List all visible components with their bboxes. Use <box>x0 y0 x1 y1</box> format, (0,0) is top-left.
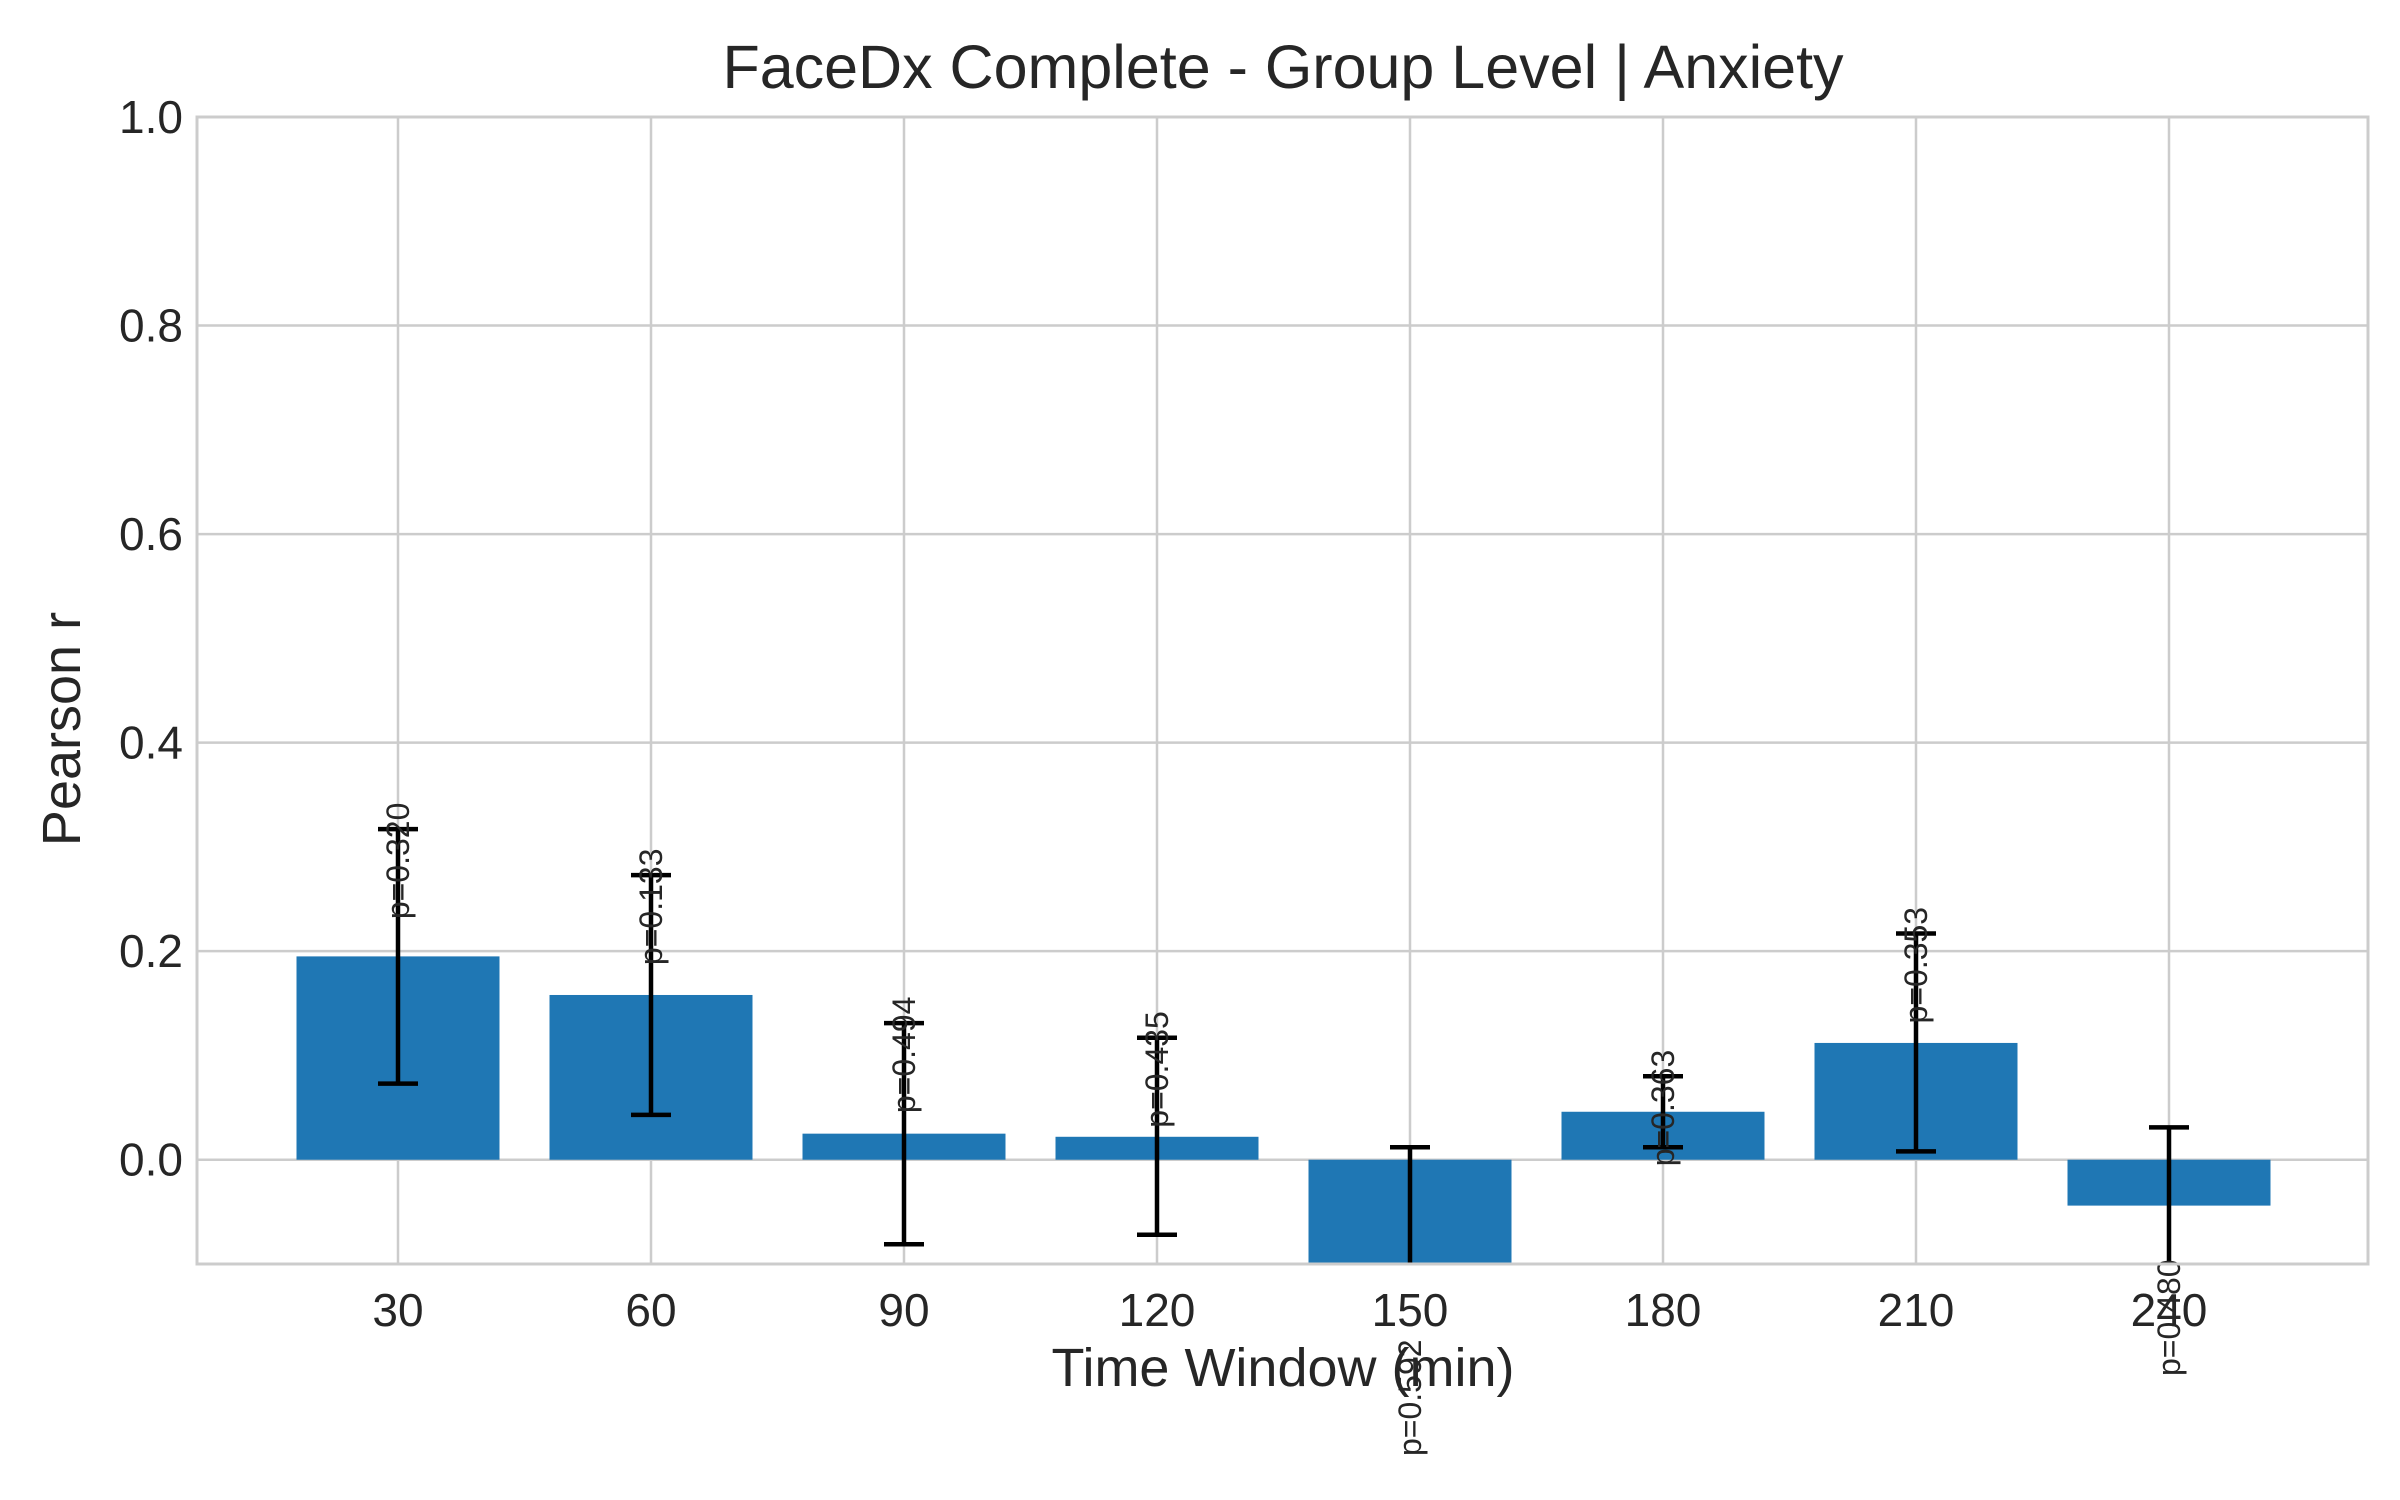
p-value-label: p=0.353 <box>1898 907 1934 1024</box>
y-axis-label: Pearson r <box>32 612 92 846</box>
p-value-label: p=0.494 <box>886 997 922 1114</box>
p-value-label: p=0.435 <box>1139 1011 1175 1128</box>
x-tick-label: 180 <box>1625 1284 1702 1336</box>
p-value-label: p=0.592 <box>1392 1339 1428 1456</box>
x-tick-label: 30 <box>372 1284 423 1336</box>
error-bar-layer <box>378 826 2189 1264</box>
x-tick-label: 150 <box>1372 1284 1449 1336</box>
x-tick-label: 210 <box>1878 1284 1955 1336</box>
y-tick-label: 0.6 <box>119 508 183 560</box>
plot-frame <box>195 115 2370 1266</box>
x-tick-label: 90 <box>878 1284 929 1336</box>
p-value-label: p=0.133 <box>633 849 669 966</box>
y-tick-label: 0.2 <box>119 925 183 977</box>
p-value-label: p=0.480 <box>2151 1259 2187 1376</box>
chart-title: FaceDx Complete - Group Level | Anxiety <box>722 33 1844 101</box>
p-value-label: p=0.320 <box>380 803 416 920</box>
tick-layer: 0.0 0.2 0.4 0.6 0.8 1.0 30 60 90 120 150 180 210 240 <box>119 91 2207 1336</box>
y-tick-label: 0.8 <box>119 300 183 352</box>
x-axis-label: Time Window (min) <box>1051 1338 1514 1398</box>
y-tick-label: 0.4 <box>119 717 183 769</box>
x-tick-label: 60 <box>625 1284 676 1336</box>
p-value-label: p=0.363 <box>1645 1050 1681 1167</box>
y-tick-label: 1.0 <box>119 91 183 143</box>
annotation-layer: p=0.320 p=0.133 p=0.494 p=0.435 p=0.592 p=0.3… <box>380 803 2187 1456</box>
y-tick-label: 0.0 <box>119 1134 183 1186</box>
x-tick-label: 120 <box>1119 1284 1196 1336</box>
x-tick-label: 240 <box>2131 1284 2208 1336</box>
